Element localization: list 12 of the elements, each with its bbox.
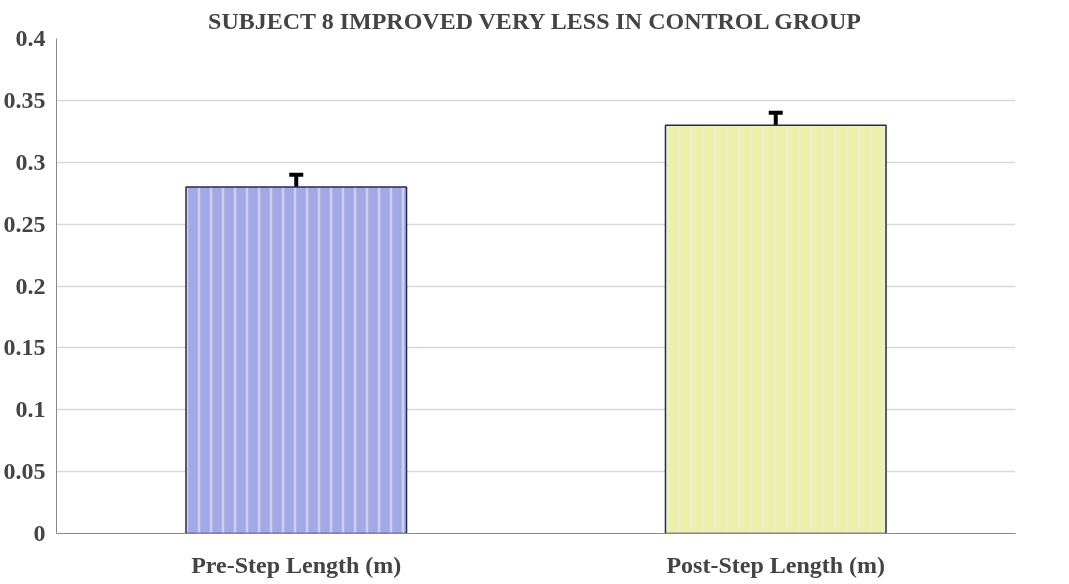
y-tick-label: 0.05 bbox=[3, 458, 46, 485]
x-tick-label: Pre-Step Length (m) bbox=[191, 551, 402, 578]
y-tick-label: 0.1 bbox=[15, 396, 46, 423]
x-tick-label: Post-Step Length (m) bbox=[666, 551, 886, 578]
y-tick-label: 0.3 bbox=[15, 148, 46, 175]
y-tick-label: 0.25 bbox=[3, 210, 46, 237]
y-tick-label: 0.35 bbox=[3, 86, 46, 113]
y-tick-label: 0.4 bbox=[15, 25, 46, 51]
chart-title: SUBJECT 8 IMPROVED VERY LESS IN CONTROL GROUP bbox=[208, 7, 861, 34]
y-tick-label: 0 bbox=[33, 520, 46, 546]
y-tick-label: 0.2 bbox=[15, 272, 46, 299]
y-tick-label: 0.15 bbox=[3, 334, 46, 361]
